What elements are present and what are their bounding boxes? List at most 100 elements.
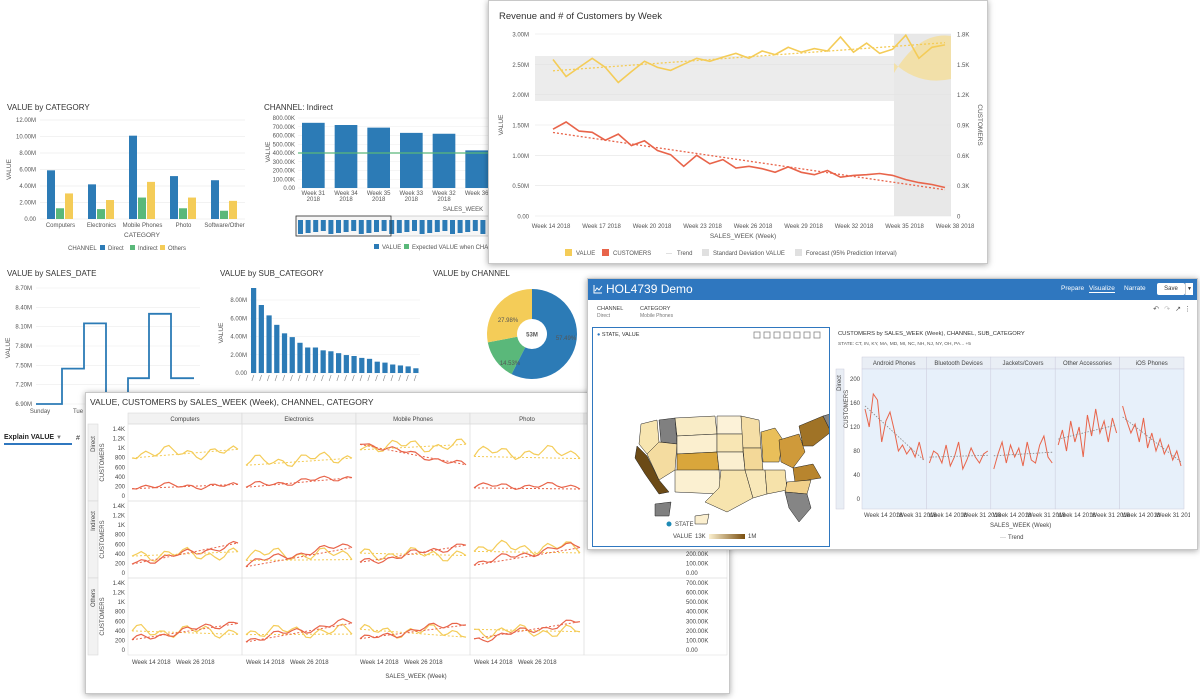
state-region[interactable] <box>778 433 806 469</box>
bar <box>400 132 423 188</box>
state-region[interactable] <box>742 447 764 471</box>
bar <box>374 361 380 373</box>
y-tick-label: 1.4K <box>113 427 125 433</box>
state-region[interactable] <box>764 469 788 495</box>
customers-line <box>552 121 946 189</box>
y-tick-label: 0 <box>122 648 126 654</box>
tab-visualize[interactable]: Visualize <box>1089 285 1115 293</box>
explain-value-button[interactable]: Explain VALUE ▼ <box>4 434 72 445</box>
state-region[interactable] <box>646 441 678 481</box>
y-tick-label: 1.00M <box>512 154 529 160</box>
state-region[interactable] <box>740 415 762 449</box>
bar <box>229 200 237 219</box>
x-tick-mark <box>321 374 324 382</box>
value-line <box>552 33 946 84</box>
bar <box>274 324 280 373</box>
cell <box>127 577 243 656</box>
select-icon[interactable] <box>753 331 761 339</box>
state-region[interactable] <box>784 491 812 523</box>
customers-line <box>245 618 353 643</box>
column-header-label: Electronics <box>284 417 313 423</box>
map-card[interactable]: ● STATE, VALUE STATE VALUE 13K 1M <box>592 327 830 547</box>
y-tick-label: 120 <box>850 425 861 431</box>
tab-narrate[interactable]: Narrate <box>1124 285 1146 292</box>
y2-tick-label: 400.00K <box>686 610 708 616</box>
legend-swatch <box>404 244 409 249</box>
stddev-band <box>535 56 951 101</box>
row-header-label: Indirect <box>91 511 97 531</box>
redo-icon[interactable]: ↷ <box>1164 306 1170 313</box>
value-trend-line <box>552 42 946 72</box>
bar <box>170 176 178 219</box>
state-region[interactable] <box>784 479 812 495</box>
trend-line <box>1122 416 1182 463</box>
y-tick-label: 1.4K <box>113 504 125 510</box>
bar <box>188 197 196 219</box>
state-region[interactable] <box>716 415 744 435</box>
x-tick-label: Week 14 2018 <box>1122 513 1161 519</box>
share-icon[interactable]: ↗ <box>1175 306 1181 313</box>
channel-indirect-chart: 800.00K 700.00K 600.00K 500.00K 400.00K 300.0… <box>265 116 498 251</box>
state-region[interactable] <box>674 415 718 437</box>
settings-icon[interactable] <box>793 331 801 339</box>
bar <box>465 150 488 188</box>
y-tick-label: 800 <box>115 610 126 616</box>
state-region[interactable] <box>716 451 746 471</box>
bar <box>382 362 388 373</box>
x-tick-label: Week 14 2018 <box>928 513 967 519</box>
state-region[interactable] <box>658 417 678 445</box>
trend-line <box>1058 424 1117 440</box>
state-region[interactable] <box>716 433 744 453</box>
y-tick-label: 7.20M <box>15 383 32 389</box>
bar <box>390 364 396 373</box>
expand-icon[interactable] <box>803 331 811 339</box>
us-map[interactable]: STATE VALUE 13K 1M <box>593 328 829 546</box>
state-region[interactable] <box>798 415 829 447</box>
zoom-icon[interactable] <box>773 331 781 339</box>
x-axis-label: CATEGORY <box>124 232 161 239</box>
cell <box>469 577 585 656</box>
overview-bar <box>480 220 486 234</box>
tab-prepare[interactable]: Prepare <box>1061 285 1085 292</box>
overview-bar <box>336 220 341 233</box>
x-tick-label: Week 38 2018 <box>936 224 975 230</box>
more-icon[interactable]: ⋮ <box>1184 306 1191 313</box>
x-tick-label: Week 31 2018 <box>898 513 937 519</box>
undo-icon[interactable]: ↶ <box>1153 306 1159 313</box>
state-region[interactable] <box>822 412 829 432</box>
legend-label: Others <box>168 246 186 252</box>
bar <box>397 365 404 373</box>
state-region[interactable] <box>634 445 670 495</box>
customers-line <box>131 540 239 565</box>
legend-state-marker <box>666 521 672 527</box>
x-tick-mark <box>297 374 301 382</box>
menu-icon[interactable] <box>813 331 821 339</box>
filter-category-label[interactable]: CATEGORY <box>640 306 671 312</box>
app-header: HOL4739 Demo Prepare Visualize Narrate S… <box>588 279 1197 300</box>
pin-icon[interactable] <box>783 331 791 339</box>
save-dropdown-button[interactable]: ▼ <box>1185 283 1193 295</box>
x-tick-mark <box>267 374 270 382</box>
bar <box>147 181 155 219</box>
x-tick-mark <box>375 374 378 382</box>
channel-indirect-panel: CHANNEL: Indirect 800.00K 700.00K 600.00K 5… <box>258 98 498 260</box>
bar <box>312 347 319 373</box>
y-tick-label: 0.00 <box>235 371 247 377</box>
customers-line <box>359 543 467 565</box>
state-region[interactable] <box>694 513 710 525</box>
x-tick-label: Week 26 2018 <box>404 660 443 666</box>
x-tick-label: Week 26 2018 <box>518 660 557 666</box>
state-region[interactable] <box>654 501 672 517</box>
save-button[interactable]: Save <box>1157 283 1185 295</box>
state-region[interactable] <box>676 433 718 455</box>
column-header-label: Computers <box>170 417 199 423</box>
state-region[interactable] <box>674 469 722 495</box>
value-by-category-panel: VALUE by CATEGORY 12.00M 10.00M 8.00M 6.00M… <box>0 98 255 258</box>
panel-title: Revenue and # of Customers by Week <box>499 11 662 22</box>
x-tick-label: Week 14 2018 <box>532 224 571 230</box>
state-region[interactable] <box>676 451 720 473</box>
lasso-icon[interactable] <box>763 331 771 339</box>
filter-channel-label[interactable]: CHANNEL <box>597 306 624 312</box>
state-region[interactable] <box>792 463 822 483</box>
